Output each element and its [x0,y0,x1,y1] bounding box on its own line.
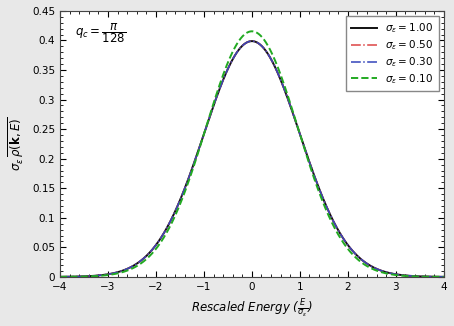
$\sigma_\varepsilon = 0.50$ [124,267,129,271]
$\sigma_\varepsilon = 0.30$ [204,122,210,126]
$\sigma_\varepsilon = 1.00$ [221,76,227,80]
$\sigma_\varepsilon = 0.50$ [101,273,107,277]
$\sigma_\varepsilon = 0.50$ [249,39,255,43]
$\sigma_\varepsilon = 0.30$ [57,275,63,279]
$\sigma_\varepsilon = 0.10$ [221,71,227,75]
$\sigma_\varepsilon = 1.00$ [441,275,446,279]
$\sigma_\varepsilon = 0.30$ [441,275,446,279]
$\sigma_\varepsilon = 0.10$ [204,122,210,126]
$\sigma_\varepsilon = 1.00$ [124,267,129,271]
Line: $\sigma_\varepsilon = 0.30$: $\sigma_\varepsilon = 0.30$ [60,41,444,277]
$\sigma_\varepsilon = 0.10$ [57,275,63,279]
$\sigma_\varepsilon = 0.30$ [221,76,227,80]
$\sigma_\varepsilon = 0.10$ [124,269,129,273]
$\sigma_\varepsilon = 0.30$ [249,39,255,43]
$\sigma_\varepsilon = 1.00$ [434,275,439,279]
$\sigma_\varepsilon = 0.10$ [101,274,107,277]
$\sigma_\varepsilon = 1.00$ [204,122,210,126]
$\sigma_\varepsilon = 1.00$ [57,275,63,279]
Y-axis label: $\sigma_\varepsilon\, \overline{\rho(\mathbf{k}, E)}$: $\sigma_\varepsilon\, \overline{\rho(\ma… [7,117,26,171]
Line: $\sigma_\varepsilon = 0.10$: $\sigma_\varepsilon = 0.10$ [60,31,444,277]
$\sigma_\varepsilon = 0.30$ [101,273,107,277]
$\sigma_\varepsilon = 0.10$ [392,273,398,277]
$\sigma_\varepsilon = 0.50$ [434,275,439,279]
$\sigma_\varepsilon = 0.50$ [204,122,210,126]
$\sigma_\varepsilon = 0.30$ [392,272,398,276]
Line: $\sigma_\varepsilon = 1.00$: $\sigma_\varepsilon = 1.00$ [60,41,444,277]
$\sigma_\varepsilon = 0.10$ [434,275,439,279]
$\sigma_\varepsilon = 1.00$ [101,273,107,277]
$\sigma_\varepsilon = 0.10$ [441,275,446,279]
X-axis label: Rescaled Energy ($\frac{E}{\sigma_\varepsilon}$): Rescaled Energy ($\frac{E}{\sigma_\varep… [191,297,313,319]
$\sigma_\varepsilon = 1.00$ [249,39,255,43]
Legend: $\sigma_\varepsilon = 1.00$, $\sigma_\varepsilon = 0.50$, $\sigma_\varepsilon = : $\sigma_\varepsilon = 1.00$, $\sigma_\va… [346,16,439,91]
$\sigma_\varepsilon = 0.50$ [57,275,63,279]
$\sigma_\varepsilon = 0.30$ [434,275,439,279]
Text: $q_c = \dfrac{\pi}{128}$: $q_c = \dfrac{\pi}{128}$ [75,22,127,45]
$\sigma_\varepsilon = 0.50$ [221,76,227,80]
$\sigma_\varepsilon = 0.10$ [249,29,255,33]
Line: $\sigma_\varepsilon = 0.50$: $\sigma_\varepsilon = 0.50$ [60,41,444,277]
$\sigma_\varepsilon = 0.50$ [392,272,398,276]
$\sigma_\varepsilon = 1.00$ [392,272,398,276]
$\sigma_\varepsilon = 0.30$ [124,267,129,271]
$\sigma_\varepsilon = 0.50$ [441,275,446,279]
